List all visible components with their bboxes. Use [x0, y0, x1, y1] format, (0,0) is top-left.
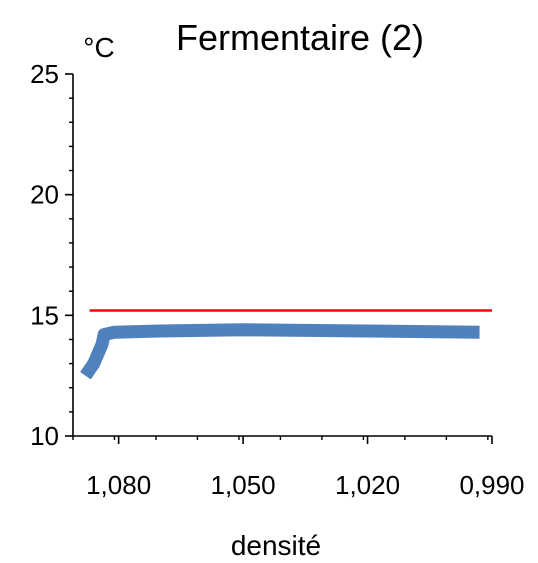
x-tick-label: 1,020: [335, 470, 400, 500]
x-axis: 1,080 1,050 1,020 0,990: [72, 435, 525, 500]
series-temperature-line: [80, 323, 480, 380]
y-axis: 10 15 20 25: [30, 59, 74, 451]
x-axis-title: densité: [231, 530, 321, 561]
chart-title: Fermentaire (2): [176, 17, 424, 58]
y-tick-label: 10: [30, 421, 59, 451]
x-tick-label: 0,990: [459, 470, 524, 500]
plot-area: [80, 309, 492, 380]
y-tick-label: 25: [30, 59, 59, 89]
y-tick-label: 15: [30, 300, 59, 330]
y-axis-unit-label: °C: [83, 32, 114, 63]
y-tick-label: 20: [30, 180, 59, 210]
x-tick-label: 1,050: [211, 470, 276, 500]
x-tick-label: 1,080: [86, 470, 151, 500]
